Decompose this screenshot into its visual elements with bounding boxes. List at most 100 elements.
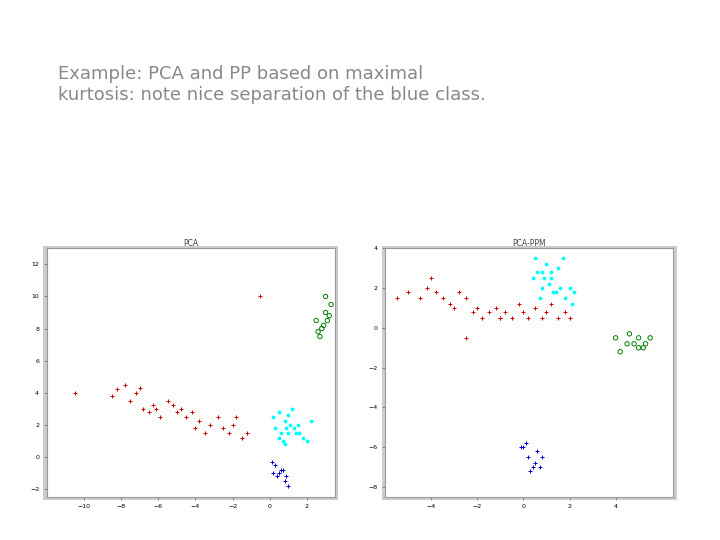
Point (545, 268, 557, 276)
Point (545, 300, 557, 308)
Point (175, 404, 186, 413)
Point (312, 327, 324, 336)
Point (527, 274, 539, 282)
Point (557, 254, 568, 262)
Point (520, 439, 531, 448)
Point (274, 433, 285, 442)
Point (640, 340, 652, 348)
Point (529, 254, 541, 262)
Point (147, 401, 158, 410)
Point (143, 408, 155, 416)
Point (274, 468, 285, 477)
Title: PCA-PPM: PCA-PPM (513, 239, 546, 248)
Point (421, 284, 433, 293)
Point (531, 447, 543, 455)
Point (318, 321, 330, 329)
Point (495, 314, 506, 322)
Point (236, 433, 248, 442)
Point (633, 343, 644, 352)
Point (467, 308, 479, 316)
Point (199, 428, 210, 437)
Point (624, 329, 635, 338)
Point (518, 308, 529, 316)
Point (529, 303, 541, 312)
Point (320, 308, 331, 317)
Point (279, 440, 290, 448)
Point (614, 347, 626, 356)
Point (518, 443, 529, 451)
Point (119, 380, 130, 389)
Point (112, 385, 123, 394)
Point (282, 411, 294, 420)
Point (495, 314, 506, 322)
Point (536, 314, 548, 322)
Point (204, 420, 216, 429)
Point (274, 408, 285, 416)
Point (217, 423, 229, 432)
Point (536, 453, 548, 461)
Point (271, 471, 283, 480)
Point (230, 413, 242, 421)
Point (531, 268, 543, 276)
Point (529, 458, 541, 467)
Point (402, 288, 414, 296)
Point (460, 294, 472, 302)
Point (162, 396, 174, 405)
Point (525, 467, 536, 475)
Point (522, 453, 534, 461)
Point (633, 334, 644, 342)
Point (460, 334, 472, 342)
Point (290, 428, 302, 437)
Point (325, 300, 337, 309)
Point (522, 314, 534, 322)
Point (391, 294, 402, 302)
Point (483, 308, 495, 316)
Point (277, 465, 289, 474)
Point (186, 408, 197, 416)
Point (536, 268, 548, 276)
Point (154, 413, 166, 421)
Point (610, 334, 621, 342)
Text: Example: PCA and PP based on maximal
kurtosis: note nice separation of the blue : Example: PCA and PP based on maximal kur… (58, 65, 485, 104)
Point (513, 300, 525, 308)
Point (255, 292, 266, 301)
Point (323, 312, 335, 320)
Point (130, 388, 142, 397)
Point (644, 334, 656, 342)
Point (279, 476, 290, 485)
Point (275, 465, 287, 474)
Point (223, 428, 235, 437)
Point (548, 288, 559, 296)
Point (227, 420, 238, 429)
Point (284, 420, 296, 429)
Point (539, 274, 550, 282)
Point (516, 443, 527, 451)
Point (194, 417, 205, 426)
Point (305, 417, 316, 426)
Point (294, 428, 305, 437)
Point (554, 284, 566, 293)
Point (269, 423, 281, 432)
Point (150, 404, 162, 413)
Point (287, 404, 298, 413)
Point (322, 316, 333, 325)
Point (282, 428, 294, 437)
Point (629, 340, 640, 348)
Point (472, 303, 483, 312)
Point (414, 294, 426, 302)
Point (181, 413, 192, 421)
Point (314, 332, 325, 341)
Point (106, 392, 117, 400)
Point (541, 308, 552, 316)
Point (506, 314, 518, 322)
Point (437, 294, 449, 302)
Point (559, 294, 571, 302)
Point (449, 303, 460, 312)
Point (281, 423, 292, 432)
Point (125, 396, 136, 405)
Point (550, 288, 562, 296)
Point (444, 300, 456, 308)
Point (430, 288, 441, 296)
Point (171, 408, 183, 416)
Point (301, 436, 312, 445)
